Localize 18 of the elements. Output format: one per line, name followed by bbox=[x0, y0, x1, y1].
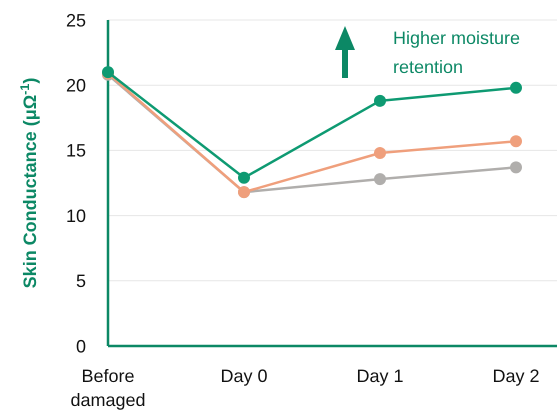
x-tick-label: Before damaged bbox=[70, 366, 146, 410]
point bbox=[238, 172, 250, 184]
y-tick-label: 15 bbox=[66, 140, 86, 161]
annotation: Higher moisture retention bbox=[393, 28, 520, 77]
x-tick-label: Day 1 bbox=[356, 366, 404, 386]
point bbox=[510, 161, 522, 174]
x-tick-label: Day 0 bbox=[220, 366, 268, 386]
y-tick-label: 25 bbox=[66, 10, 86, 30]
y-tick-label: 0 bbox=[76, 336, 86, 356]
y-tick-label: 20 bbox=[66, 76, 86, 96]
point bbox=[374, 173, 386, 186]
x-tick-label: Day 2 bbox=[492, 366, 540, 386]
point bbox=[374, 147, 386, 160]
point bbox=[510, 135, 522, 148]
y-tick-label: 10 bbox=[66, 206, 86, 226]
point bbox=[510, 82, 522, 94]
point bbox=[374, 94, 386, 107]
y-tick-label: 5 bbox=[76, 271, 86, 292]
